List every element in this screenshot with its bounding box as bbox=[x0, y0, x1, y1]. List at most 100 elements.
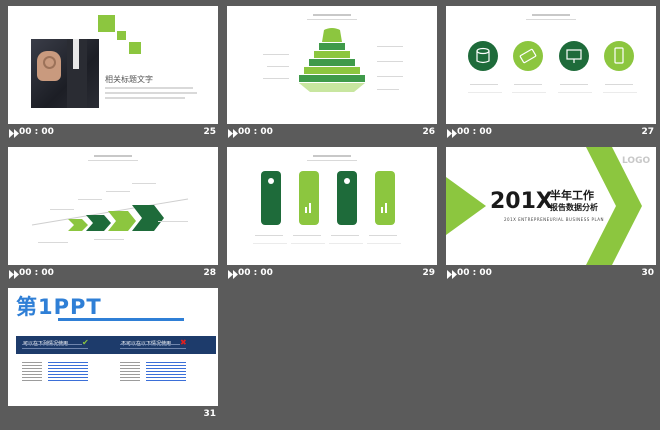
slide-transition-icon bbox=[228, 129, 238, 138]
label-line bbox=[50, 209, 74, 210]
label-line bbox=[263, 78, 289, 79]
logo-placeholder: LOGO bbox=[622, 156, 651, 166]
text-placeholder-line bbox=[329, 243, 363, 244]
label-line bbox=[377, 89, 399, 90]
slide-thumbnail-25[interactable]: 相关标题文字 00 : 00 25 bbox=[8, 6, 218, 142]
slide-transition-icon bbox=[447, 270, 457, 279]
ticket-icon bbox=[513, 41, 543, 71]
label-line bbox=[293, 235, 321, 236]
label-line bbox=[377, 46, 403, 47]
green-square bbox=[98, 15, 115, 32]
chart-icon bbox=[299, 171, 319, 225]
slide-thumbnail-31[interactable]: 第1PPT 可以在下列情况使用 ✔ 不可以在以下情况使用 ✖ 31 bbox=[8, 288, 218, 424]
label-line bbox=[106, 191, 130, 192]
logo-underline bbox=[58, 318, 184, 321]
slide-meta: 00 : 00 25 bbox=[8, 127, 218, 141]
cross-icon: ✖ bbox=[180, 338, 187, 347]
slide-thumbnail-30[interactable]: LOGO 201X 半年工作 报告数据分析 201X ENTREPRENEURI… bbox=[446, 147, 656, 283]
tag-columns-diagram bbox=[261, 171, 395, 225]
green-square bbox=[117, 31, 126, 40]
chart-icon bbox=[375, 171, 395, 225]
cover-year: 201X bbox=[490, 189, 553, 214]
label-line bbox=[470, 84, 498, 85]
slide-transition-icon bbox=[9, 270, 19, 279]
slide-canvas bbox=[227, 6, 437, 124]
text-placeholder-line bbox=[468, 92, 502, 93]
label-line bbox=[132, 183, 156, 184]
slide-transition-icon bbox=[447, 129, 457, 138]
brand-logo: 第1PPT bbox=[16, 295, 102, 319]
slide-title-placeholder bbox=[313, 14, 351, 16]
cover-subtitle: 报告数据分析 bbox=[550, 203, 598, 212]
slide-timing: 00 : 00 bbox=[457, 268, 492, 278]
slide-subtitle-placeholder bbox=[88, 160, 138, 161]
label-line bbox=[377, 76, 403, 77]
text-placeholder-line bbox=[367, 243, 401, 244]
slide-transition-icon bbox=[9, 129, 19, 138]
slide-timing: 00 : 00 bbox=[19, 127, 54, 137]
pyramid-diagram bbox=[299, 28, 365, 92]
arrow-steps-diagram bbox=[31, 198, 189, 231]
slide-title-placeholder bbox=[532, 14, 570, 16]
slide-heading: 相关标题文字 bbox=[105, 75, 153, 84]
person-icon bbox=[337, 171, 357, 225]
slide-thumbnail-28[interactable]: 00 : 00 28 bbox=[8, 147, 218, 283]
slide-transition-icon bbox=[228, 270, 238, 279]
text-placeholder-line bbox=[22, 348, 88, 349]
slide-title-placeholder bbox=[313, 155, 351, 157]
slide-number: 25 bbox=[203, 127, 216, 137]
slide-canvas: LOGO 201X 半年工作 报告数据分析 201X ENTREPRENEURI… bbox=[446, 147, 656, 265]
text-placeholder-line bbox=[120, 344, 180, 345]
slide-canvas bbox=[446, 6, 656, 124]
slide-canvas: 第1PPT 可以在下列情况使用 ✔ 不可以在以下情况使用 ✖ bbox=[8, 288, 218, 406]
label-line bbox=[560, 84, 588, 85]
slide-meta: 00 : 00 27 bbox=[446, 127, 656, 141]
slide-timing: 00 : 00 bbox=[457, 127, 492, 137]
label-line bbox=[255, 235, 283, 236]
text-placeholder-line bbox=[105, 92, 197, 94]
text-placeholder-line bbox=[22, 344, 82, 345]
slide-meta: 00 : 00 28 bbox=[8, 268, 218, 282]
slide-number: 26 bbox=[422, 127, 435, 137]
text-placeholder-block bbox=[22, 362, 42, 382]
slide-number: 28 bbox=[203, 268, 216, 278]
green-square bbox=[129, 42, 141, 54]
label-line bbox=[331, 235, 359, 236]
slide-canvas bbox=[227, 147, 437, 265]
usage-header-bar: 可以在下列情况使用 ✔ 不可以在以下情况使用 ✖ bbox=[16, 336, 216, 354]
text-placeholder-line bbox=[105, 97, 185, 99]
slide-subtitle-placeholder bbox=[307, 19, 357, 20]
label-line bbox=[94, 239, 124, 240]
slide-thumbnail-29[interactable]: 00 : 00 29 bbox=[227, 147, 437, 283]
cover-title: 半年工作 bbox=[550, 189, 594, 202]
slide-title-placeholder bbox=[94, 155, 132, 157]
slide-number: 27 bbox=[641, 127, 654, 137]
label-line bbox=[369, 235, 397, 236]
icon-row bbox=[468, 41, 634, 71]
slide-thumbnail-26[interactable]: 00 : 00 26 bbox=[227, 6, 437, 142]
slide-timing: 00 : 00 bbox=[238, 127, 273, 137]
text-placeholder-line bbox=[558, 92, 592, 93]
slide-meta: 31 bbox=[8, 409, 218, 423]
check-icon: ✔ bbox=[82, 338, 89, 347]
slide-thumbnail-27[interactable]: 00 : 00 27 bbox=[446, 6, 656, 142]
slide-timing: 00 : 00 bbox=[238, 268, 273, 278]
slide-subtitle-placeholder bbox=[307, 160, 357, 161]
label-line bbox=[158, 221, 188, 222]
text-placeholder-line bbox=[512, 92, 546, 93]
label-line bbox=[605, 84, 633, 85]
text-placeholder-line bbox=[120, 348, 186, 349]
businessman-photo bbox=[31, 39, 99, 108]
slide-meta: 00 : 00 30 bbox=[446, 268, 656, 282]
monitor-icon bbox=[559, 41, 589, 71]
phone-icon bbox=[604, 41, 634, 71]
database-icon bbox=[468, 41, 498, 71]
cover-english-subtitle: 201X ENTREPRENEURIAL BUSINESS PLAN bbox=[504, 217, 604, 222]
link-list bbox=[48, 362, 88, 382]
slide-subtitle-placeholder bbox=[526, 19, 576, 20]
slide-canvas: 相关标题文字 bbox=[8, 6, 218, 124]
person-icon bbox=[261, 171, 281, 225]
slide-number: 29 bbox=[422, 268, 435, 278]
text-placeholder-line bbox=[253, 243, 287, 244]
label-line bbox=[267, 66, 289, 67]
